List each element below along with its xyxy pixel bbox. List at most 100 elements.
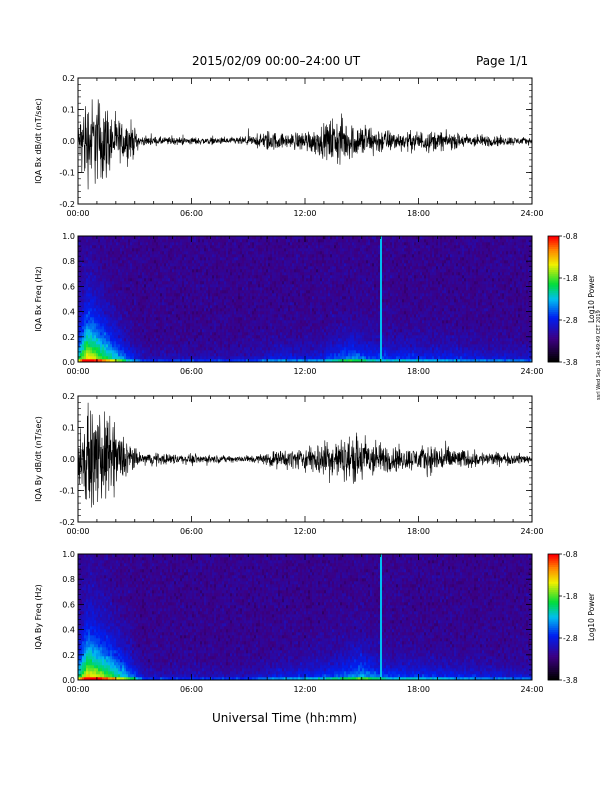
heat-cell — [288, 305, 291, 309]
heat-cell — [198, 269, 201, 273]
heat-cell — [278, 335, 281, 339]
heat-cell — [118, 266, 121, 270]
heat-cell — [232, 266, 235, 270]
heat-cell — [202, 329, 205, 333]
heat-cell — [216, 308, 219, 312]
heat-cell — [240, 350, 243, 354]
heat-cell — [132, 317, 135, 321]
heat-cell — [252, 302, 255, 306]
heat-cell — [290, 326, 293, 330]
heat-cell — [108, 293, 111, 297]
heat-cell — [256, 263, 259, 267]
heat-cell — [94, 281, 97, 285]
heat-cell — [96, 239, 99, 243]
heat-cell — [204, 320, 207, 324]
heat-cell — [252, 242, 255, 246]
heat-cell — [266, 287, 269, 291]
heat-cell — [114, 263, 117, 267]
heat-cell — [304, 344, 307, 348]
heat-cell — [218, 341, 221, 345]
heat-cell — [204, 359, 207, 363]
heat-cell — [140, 290, 143, 294]
heat-cell — [288, 293, 291, 297]
heat-cell — [116, 356, 119, 360]
heat-cell — [310, 347, 313, 351]
heat-cell — [98, 302, 101, 306]
heat-cell — [252, 287, 255, 291]
heat-cell — [150, 254, 153, 258]
heat-cell — [198, 314, 201, 318]
heat-cell — [230, 356, 233, 360]
heat-cell — [148, 359, 151, 363]
heat-cell — [286, 260, 289, 264]
heat-cell — [108, 359, 111, 363]
heat-cell — [158, 308, 161, 312]
heat-cell — [138, 290, 141, 294]
heat-cell — [140, 335, 143, 339]
heat-cell — [82, 317, 85, 321]
heat-cell — [164, 263, 167, 267]
heat-cell — [254, 266, 257, 270]
heat-cell — [204, 239, 207, 243]
heat-cell — [234, 320, 237, 324]
heat-cell — [186, 323, 189, 327]
heat-cell — [202, 302, 205, 306]
heat-cell — [298, 359, 301, 363]
heat-cell — [236, 257, 239, 261]
heat-cell — [250, 287, 253, 291]
heat-cell — [192, 242, 195, 246]
heat-cell — [174, 281, 177, 285]
heat-cell — [90, 314, 93, 318]
heat-cell — [178, 350, 181, 354]
heat-cell — [248, 353, 251, 357]
heat-cell — [236, 323, 239, 327]
heat-cell — [282, 260, 285, 264]
heat-cell — [214, 320, 217, 324]
panel-2-spectrogram — [78, 236, 533, 363]
heat-cell — [178, 302, 181, 306]
heat-cell — [300, 350, 303, 354]
heat-cell — [144, 335, 147, 339]
heat-cell — [234, 251, 237, 255]
heat-cell — [276, 287, 279, 291]
heat-cell — [120, 278, 123, 282]
heat-cell — [304, 332, 307, 336]
heat-cell — [100, 356, 103, 360]
heat-cell — [134, 335, 137, 339]
heat-cell — [128, 278, 131, 282]
heat-cell — [170, 341, 173, 345]
heat-cell — [138, 311, 141, 315]
heat-cell — [124, 326, 127, 330]
heat-cell — [94, 242, 97, 246]
heat-cell — [110, 269, 113, 273]
heat-cell — [202, 353, 205, 357]
heat-cell — [210, 350, 213, 354]
heat-cell — [230, 332, 233, 336]
heat-cell — [202, 350, 205, 354]
heat-cell — [212, 257, 215, 261]
heat-cell — [246, 314, 249, 318]
heat-cell — [158, 323, 161, 327]
heat-cell — [260, 320, 263, 324]
heat-cell — [300, 290, 303, 294]
heat-cell — [296, 353, 299, 357]
heat-cell — [294, 299, 297, 303]
heat-cell — [286, 344, 289, 348]
heat-cell — [116, 332, 119, 336]
heat-cell — [270, 245, 273, 249]
heat-cell — [80, 242, 83, 246]
heat-cell — [286, 329, 289, 333]
heat-cell — [94, 317, 97, 321]
heat-cell — [298, 251, 301, 255]
heat-cell — [248, 236, 251, 240]
heat-cell — [282, 251, 285, 255]
heat-cell — [80, 260, 83, 264]
heat-cell — [292, 290, 295, 294]
heat-cell — [156, 350, 159, 354]
heat-cell — [82, 242, 85, 246]
heat-cell — [192, 338, 195, 342]
heat-cell — [80, 353, 83, 357]
heat-cell — [180, 251, 183, 255]
heat-cell — [224, 344, 227, 348]
heat-cell — [178, 305, 181, 309]
